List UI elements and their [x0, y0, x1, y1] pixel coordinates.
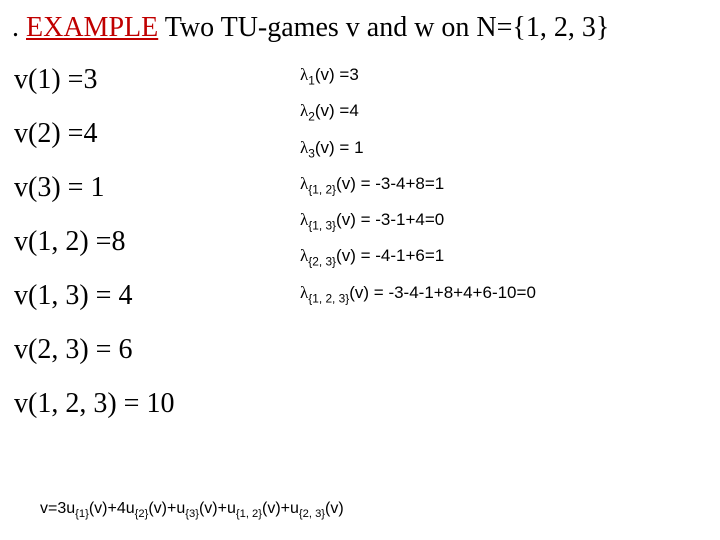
slide-title: . EXAMPLE Two TU-games v and w on N={1, …: [12, 12, 609, 44]
lambda-value: λ{1, 3}(v) = -3-1+4=0: [300, 211, 536, 232]
lambda-value: λ3(v) = 1: [300, 139, 536, 160]
left-column: v(1) =3 v(2) =4 v(3) = 1 v(1, 2) =8 v(1,…: [14, 66, 174, 444]
decomposition-equation: v=3u{1}(v)+4u{2}(v)+u{3}(v)+u{1, 2}(v)+u…: [40, 500, 344, 520]
title-rest: Two TU-games v and w on N={1, 2, 3}: [158, 12, 609, 43]
title-dot: .: [12, 12, 19, 43]
v-value: v(3) = 1: [14, 174, 174, 202]
v-value: v(1, 2, 3) = 10: [14, 390, 174, 418]
lambda-value: λ{2, 3}(v) = -4-1+6=1: [300, 247, 536, 268]
v-value: v(1, 2) =8: [14, 228, 174, 256]
lambda-value: λ2(v) =4: [300, 102, 536, 123]
right-column: λ1(v) =3 λ2(v) =4 λ3(v) = 1 λ{1, 2}(v) =…: [300, 66, 536, 320]
v-value: v(1, 3) = 4: [14, 282, 174, 310]
v-value: v(2) =4: [14, 120, 174, 148]
title-example: EXAMPLE: [26, 12, 158, 43]
lambda-value: λ{1, 2}(v) = -3-4+8=1: [300, 175, 536, 196]
lambda-value: λ1(v) =3: [300, 66, 536, 87]
v-value: v(1) =3: [14, 66, 174, 94]
lambda-value: λ{1, 2, 3}(v) = -3-4-1+8+4+6-10=0: [300, 284, 536, 305]
v-value: v(2, 3) = 6: [14, 336, 174, 364]
